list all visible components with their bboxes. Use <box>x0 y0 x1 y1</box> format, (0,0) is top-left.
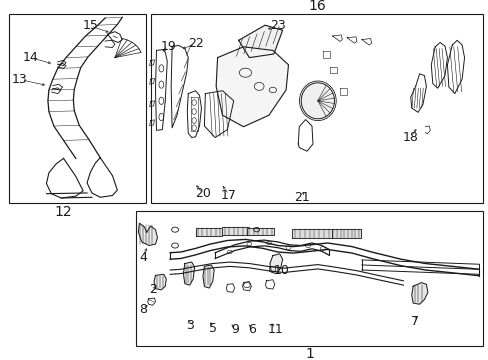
Text: 15: 15 <box>82 19 98 32</box>
Text: 2: 2 <box>149 283 157 296</box>
Polygon shape <box>183 262 194 285</box>
Text: 21: 21 <box>294 191 309 204</box>
Bar <box>150 14 482 203</box>
Polygon shape <box>138 223 157 246</box>
Polygon shape <box>331 229 360 238</box>
Text: 19: 19 <box>161 40 176 53</box>
Text: 5: 5 <box>208 322 216 335</box>
Polygon shape <box>246 228 273 235</box>
Text: 1: 1 <box>305 347 313 360</box>
Text: 20: 20 <box>195 187 210 200</box>
Polygon shape <box>292 229 331 238</box>
Polygon shape <box>238 25 282 58</box>
Ellipse shape <box>301 83 334 119</box>
Text: 13: 13 <box>12 73 27 86</box>
Text: 18: 18 <box>402 131 418 144</box>
Text: 22: 22 <box>187 37 203 50</box>
Polygon shape <box>154 274 166 290</box>
Polygon shape <box>195 228 222 236</box>
Text: 14: 14 <box>22 51 38 64</box>
Polygon shape <box>411 283 427 304</box>
Text: 3: 3 <box>185 319 193 332</box>
Text: 11: 11 <box>267 323 283 336</box>
Text: 9: 9 <box>230 323 238 336</box>
Text: 8: 8 <box>139 303 147 316</box>
Polygon shape <box>222 227 249 235</box>
Text: 17: 17 <box>221 189 236 202</box>
Polygon shape <box>216 47 288 127</box>
Polygon shape <box>203 265 214 288</box>
Text: 10: 10 <box>273 264 289 277</box>
Text: 16: 16 <box>307 0 325 13</box>
Text: 23: 23 <box>269 19 285 32</box>
Text: 6: 6 <box>247 323 255 336</box>
Text: 12: 12 <box>55 206 72 219</box>
Bar <box>9 14 145 203</box>
Text: 4: 4 <box>139 251 147 264</box>
Polygon shape <box>269 254 282 274</box>
Bar <box>136 211 482 346</box>
Text: 7: 7 <box>410 315 418 328</box>
